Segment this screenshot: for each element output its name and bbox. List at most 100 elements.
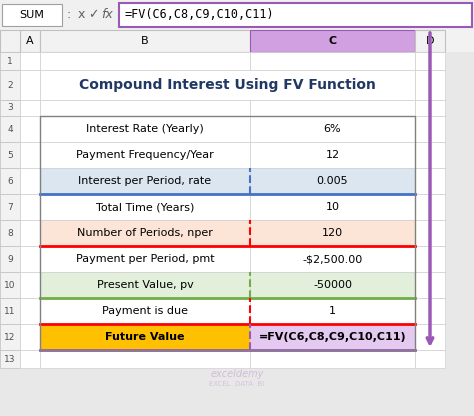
Text: :: : <box>67 8 71 22</box>
Text: -$2,500.00: -$2,500.00 <box>302 254 363 264</box>
Text: D: D <box>426 36 434 46</box>
Text: fx: fx <box>101 8 113 22</box>
Text: 10: 10 <box>326 202 339 212</box>
Bar <box>415 298 445 324</box>
Bar <box>0 100 20 116</box>
Bar <box>0 30 20 52</box>
Text: 10: 10 <box>4 280 16 290</box>
Text: 9: 9 <box>7 255 13 263</box>
Bar <box>40 168 250 194</box>
Text: 4: 4 <box>7 124 13 134</box>
Bar <box>20 298 40 324</box>
Bar <box>415 220 445 246</box>
Bar <box>415 30 445 52</box>
Bar <box>250 272 415 298</box>
Text: 5: 5 <box>7 151 13 159</box>
Text: Present Value, pv: Present Value, pv <box>97 280 193 290</box>
Bar <box>40 52 250 70</box>
Bar <box>0 70 20 100</box>
Bar <box>40 116 415 350</box>
Text: =FV(C6,C8,C9,C10,C11): =FV(C6,C8,C9,C10,C11) <box>125 8 274 22</box>
Text: Payment is due: Payment is due <box>102 306 188 316</box>
Text: 1: 1 <box>7 57 13 65</box>
Text: SUM: SUM <box>19 10 45 20</box>
Bar <box>0 220 20 246</box>
Text: Payment Frequency/Year: Payment Frequency/Year <box>76 150 214 160</box>
Bar <box>20 30 40 52</box>
Text: 11: 11 <box>4 307 16 315</box>
Bar <box>250 298 415 324</box>
Text: 13: 13 <box>4 354 16 364</box>
Text: 12: 12 <box>326 150 339 160</box>
Bar <box>250 324 415 350</box>
Text: 6: 6 <box>7 176 13 186</box>
Bar <box>119 3 472 27</box>
Bar <box>40 246 250 272</box>
Bar <box>250 220 415 246</box>
Bar <box>40 100 250 116</box>
Bar <box>250 52 415 70</box>
Bar <box>0 246 20 272</box>
Bar <box>415 52 445 70</box>
Bar <box>250 350 415 368</box>
Bar <box>415 350 445 368</box>
Bar <box>20 142 40 168</box>
Text: EXCEL  DATA  BI: EXCEL DATA BI <box>210 381 264 387</box>
Bar <box>20 116 40 142</box>
Text: 3: 3 <box>7 104 13 112</box>
Bar <box>0 142 20 168</box>
Bar <box>0 30 474 52</box>
Bar <box>2 4 62 26</box>
Text: 7: 7 <box>7 203 13 211</box>
Bar <box>415 246 445 272</box>
Bar <box>40 30 250 52</box>
Text: Payment per Period, pmt: Payment per Period, pmt <box>76 254 214 264</box>
Bar <box>20 350 40 368</box>
Bar <box>415 168 445 194</box>
Bar <box>0 168 20 194</box>
Bar <box>20 272 40 298</box>
Text: B: B <box>141 36 149 46</box>
Text: 6%: 6% <box>324 124 341 134</box>
Bar <box>20 220 40 246</box>
Bar <box>40 116 250 142</box>
Bar <box>0 116 20 142</box>
Bar <box>0 0 474 30</box>
Text: -50000: -50000 <box>313 280 352 290</box>
Bar <box>415 142 445 168</box>
Text: 12: 12 <box>4 332 16 342</box>
Bar <box>415 194 445 220</box>
Text: 2: 2 <box>7 81 13 89</box>
Bar <box>250 30 415 52</box>
Text: C: C <box>328 36 337 46</box>
Bar <box>250 168 415 194</box>
Text: A: A <box>26 36 34 46</box>
Bar <box>20 246 40 272</box>
Text: Future Value: Future Value <box>105 332 185 342</box>
Text: ✓: ✓ <box>88 8 98 22</box>
Bar <box>0 350 20 368</box>
Bar <box>250 246 415 272</box>
Bar <box>250 142 415 168</box>
Bar <box>20 70 40 100</box>
Bar <box>415 70 445 100</box>
Bar <box>40 220 250 246</box>
Text: 8: 8 <box>7 228 13 238</box>
Bar <box>40 272 250 298</box>
Bar <box>415 116 445 142</box>
Bar <box>0 298 20 324</box>
Bar <box>20 194 40 220</box>
Bar <box>20 324 40 350</box>
Text: 1: 1 <box>329 306 336 316</box>
Bar <box>40 70 415 100</box>
Text: 120: 120 <box>322 228 343 238</box>
Text: Interest per Period, rate: Interest per Period, rate <box>78 176 211 186</box>
Bar <box>250 116 415 142</box>
Bar <box>0 272 20 298</box>
Bar <box>415 324 445 350</box>
Bar <box>250 194 415 220</box>
Text: x: x <box>77 8 85 22</box>
Text: Interest Rate (Yearly): Interest Rate (Yearly) <box>86 124 204 134</box>
Bar <box>20 100 40 116</box>
Text: Compound Interest Using FV Function: Compound Interest Using FV Function <box>79 78 376 92</box>
